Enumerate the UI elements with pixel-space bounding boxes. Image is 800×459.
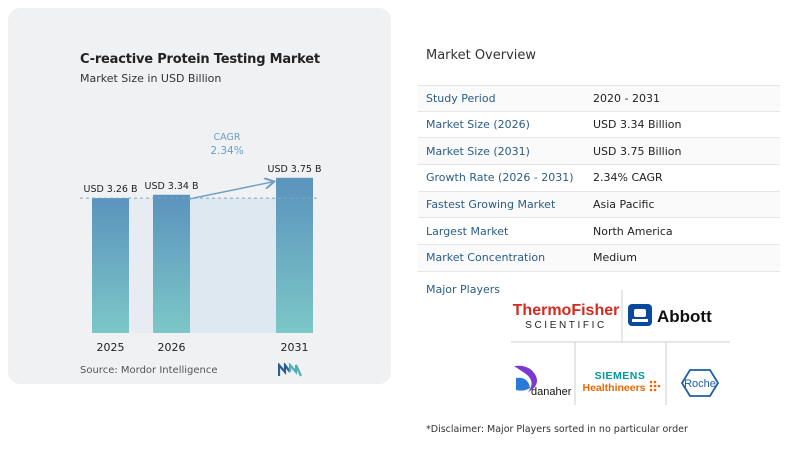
- overview-row: Market Size (2026) USD 3.34 Billion: [418, 112, 780, 139]
- major-players-label: Major Players: [426, 283, 500, 296]
- bar-2026: [153, 194, 190, 333]
- overview-row: Largest Market North America: [418, 218, 780, 246]
- chart-subtitle: Market Size in USD Billion: [80, 72, 222, 85]
- data-label: USD 3.26 B: [83, 184, 137, 195]
- overview-value: USD 3.34 Billion: [593, 118, 682, 132]
- category-label: 2031: [281, 341, 309, 354]
- overview-title: Market Overview: [426, 48, 537, 63]
- bar-2025: [92, 198, 129, 333]
- abbott-logo: Abbott: [628, 304, 712, 326]
- roche-hexagon-icon: [680, 369, 720, 397]
- danaher-logo: danaher: [514, 365, 572, 398]
- siemens-text: SIEMENS: [595, 370, 646, 382]
- overview-row: Market Size (2031) USD 3.75 Billion: [418, 138, 780, 166]
- overview-key: Market Concentration: [426, 251, 546, 265]
- roche-text: Roche: [684, 378, 716, 390]
- overview-value: Medium: [593, 251, 637, 265]
- danaher-text: danaher: [531, 386, 572, 398]
- overview-key: Fastest Growing Market: [426, 198, 556, 212]
- overview-key: Market Size (2026): [426, 118, 530, 132]
- overview-key: Market Size (2031): [426, 144, 530, 158]
- overview-row: Market Concentration Medium: [418, 245, 780, 272]
- cagr-arrow: [189, 182, 273, 200]
- abbott-text: Abbott: [657, 307, 712, 326]
- overview-value: 2.34% CAGR: [593, 171, 663, 185]
- overview-key: Study Period: [426, 91, 496, 105]
- mordor-intelligence-logo: [278, 363, 302, 377]
- overview-row: Study Period 2020 - 2031: [418, 85, 780, 112]
- cagr-label: CAGR: [214, 132, 241, 143]
- category-label: 2025: [97, 341, 125, 354]
- growth-area: [190, 198, 276, 333]
- bar-chart: USD 3.26 B 2025 USD 3.34 B 2026 USD 3.75 B 20…: [80, 132, 322, 354]
- healthineers-text: Healthineers: [582, 382, 645, 394]
- overview-table: Study Period 2020 - 2031 Market Size (2026…: [418, 85, 780, 272]
- category-label: 2026: [158, 341, 186, 354]
- data-label: USD 3.34 B: [144, 181, 198, 192]
- danaher-icon: [514, 365, 537, 392]
- thermo-fisher-logo: ThermoFisher SCIENTIFIC: [513, 302, 620, 331]
- data-label: USD 3.75 B: [267, 164, 321, 175]
- cagr-value: 2.34%: [210, 145, 243, 157]
- thermo-fisher-subtext: SCIENTIFIC: [525, 320, 607, 331]
- roche-logo: Roche: [680, 369, 720, 397]
- disclaimer: *Disclaimer: Major Players sorted in no …: [426, 424, 688, 435]
- overview-value: Asia Pacific: [593, 198, 655, 212]
- overview-row: Fastest Growing Market Asia Pacific: [418, 191, 780, 219]
- inter-bar-area: [129, 198, 153, 333]
- overview-value: USD 3.75 Billion: [593, 144, 682, 158]
- siemens-dots-icon: [649, 380, 661, 392]
- overview-key: Growth Rate (2026 - 2031): [426, 171, 574, 185]
- overview-value: North America: [593, 224, 673, 238]
- overview-row: Growth Rate (2026 - 2031) 2.34% CAGR: [418, 165, 780, 192]
- source-note: Source: Mordor Intelligence: [80, 365, 218, 376]
- overview-key: Largest Market: [426, 224, 509, 238]
- chart-title: C-reactive Protein Testing Market: [80, 52, 320, 67]
- bar-2031: [276, 177, 313, 333]
- thermo-fisher-text: ThermoFisher: [513, 302, 620, 319]
- overview-value: 2020 - 2031: [593, 91, 660, 105]
- siemens-healthineers-logo: SIEMENS Healthineers: [582, 370, 661, 394]
